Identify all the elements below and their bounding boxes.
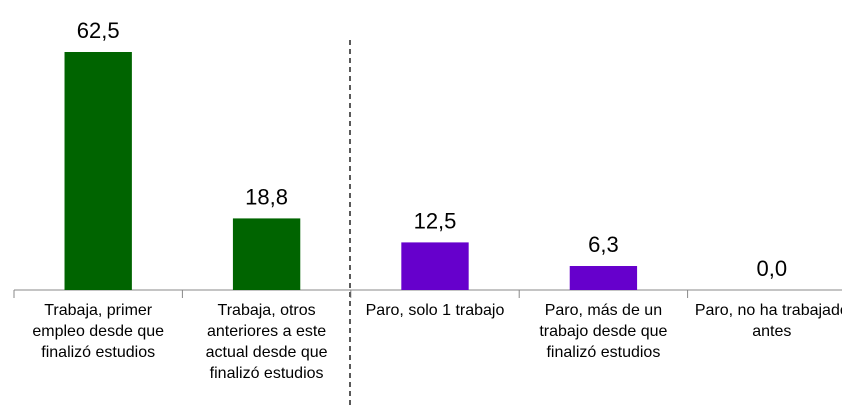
value-label: 6,3	[588, 232, 619, 257]
bar	[569, 266, 638, 290]
value-label: 0,0	[757, 256, 788, 281]
bar	[401, 242, 469, 290]
x-tick-label: Paro, no ha trabajado antes	[694, 302, 842, 340]
x-tick-label: Paro, más de un trabajo desde que finali…	[539, 302, 668, 361]
bar	[232, 218, 301, 290]
value-label: 62,5	[77, 18, 120, 43]
value-label: 18,8	[245, 184, 288, 209]
value-label: 12,5	[414, 208, 457, 233]
x-tick-label: Trabaja, otros anteriores a este actual …	[205, 302, 328, 382]
bar	[64, 52, 132, 290]
x-tick-label: Trabaja, primer empleo desde que finaliz…	[32, 302, 165, 361]
x-tick-label: Paro, solo 1 trabajo	[365, 302, 505, 319]
